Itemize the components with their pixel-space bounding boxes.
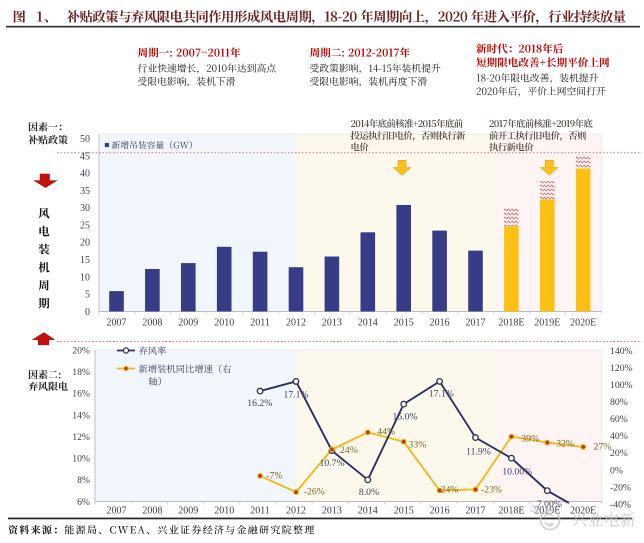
svg-text:2008: 2008 [142,318,162,329]
svg-text:17.1%: 17.1% [429,389,454,400]
svg-text:2016: 2016 [430,318,450,329]
svg-text:-23%: -23% [481,484,502,495]
svg-text:45: 45 [80,151,90,162]
svg-text:44%: 44% [377,427,395,438]
svg-text:2007: 2007 [107,506,127,517]
svg-text:30: 30 [80,203,90,214]
svg-text:-7%: -7% [266,471,282,482]
svg-text:2014: 2014 [358,506,378,517]
svg-text:32%: 32% [556,439,574,450]
svg-text:2008: 2008 [142,506,162,517]
svg-text:2017: 2017 [466,506,486,517]
svg-text:2018E: 2018E [498,318,524,329]
svg-text:2013: 2013 [322,318,342,329]
svg-text:25: 25 [80,221,90,232]
svg-text:27%: 27% [594,442,612,453]
svg-text:2009: 2009 [178,318,198,329]
svg-text:-24%: -24% [437,485,458,496]
svg-text:6%: 6% [77,497,90,508]
svg-text:18%: 18% [72,367,90,378]
svg-text:16.2%: 16.2% [247,398,272,409]
svg-text:2011: 2011 [250,506,270,517]
svg-text:2010: 2010 [214,506,234,517]
svg-text:12%: 12% [72,432,90,443]
svg-text:15.0%: 15.0% [392,411,417,422]
svg-text:100%: 100% [610,380,633,391]
svg-text:140%: 140% [610,346,633,357]
svg-text:33%: 33% [409,440,427,451]
svg-text:2010: 2010 [214,318,234,329]
svg-text:0%: 0% [610,465,623,476]
svg-text:10.7%: 10.7% [319,458,344,469]
svg-text:8%: 8% [77,475,90,486]
svg-text:-40%: -40% [610,499,631,510]
svg-text:2015: 2015 [394,318,414,329]
svg-text:-20%: -20% [610,482,631,493]
svg-text:35: 35 [80,186,90,197]
svg-text:14%: 14% [72,410,90,421]
svg-text:7.00%: 7.00% [537,499,562,510]
svg-text:2019E: 2019E [534,318,560,329]
svg-text:0: 0 [85,307,90,318]
svg-text:40%: 40% [610,431,628,442]
svg-text:2020E: 2020E [570,318,596,329]
svg-text:5: 5 [85,290,90,301]
svg-text:16%: 16% [72,389,90,400]
svg-text:2012: 2012 [286,506,306,517]
svg-text:-26%: -26% [304,487,325,498]
svg-text:120%: 120% [610,363,633,374]
svg-text:2018E: 2018E [498,506,524,517]
svg-text:20%: 20% [610,448,628,459]
svg-text:20%: 20% [72,345,90,356]
svg-text:8.0%: 8.0% [359,487,379,498]
svg-text:17.1%: 17.1% [283,390,308,401]
svg-text:40: 40 [80,169,90,180]
svg-text:11.9%: 11.9% [466,447,491,458]
svg-text:2013: 2013 [322,506,342,517]
svg-text:50: 50 [80,134,90,145]
svg-text:2017: 2017 [466,318,486,329]
svg-text:2009: 2009 [178,506,198,517]
svg-text:2016: 2016 [430,506,450,517]
svg-text:2011: 2011 [250,318,270,329]
svg-text:10: 10 [80,272,90,283]
svg-text:60%: 60% [610,414,628,425]
svg-text:2014: 2014 [358,318,378,329]
svg-text:2012: 2012 [286,318,306,329]
svg-text:2007: 2007 [107,318,127,329]
svg-text:10%: 10% [72,454,90,465]
svg-text:20: 20 [80,238,90,249]
svg-text:39%: 39% [521,434,539,445]
svg-text:15: 15 [80,255,90,266]
svg-text:2015: 2015 [394,506,414,517]
svg-text:10.00%: 10.00% [502,467,532,478]
svg-text:80%: 80% [610,397,628,408]
svg-text:2020E: 2020E [570,506,596,517]
svg-text:24%: 24% [340,445,358,456]
